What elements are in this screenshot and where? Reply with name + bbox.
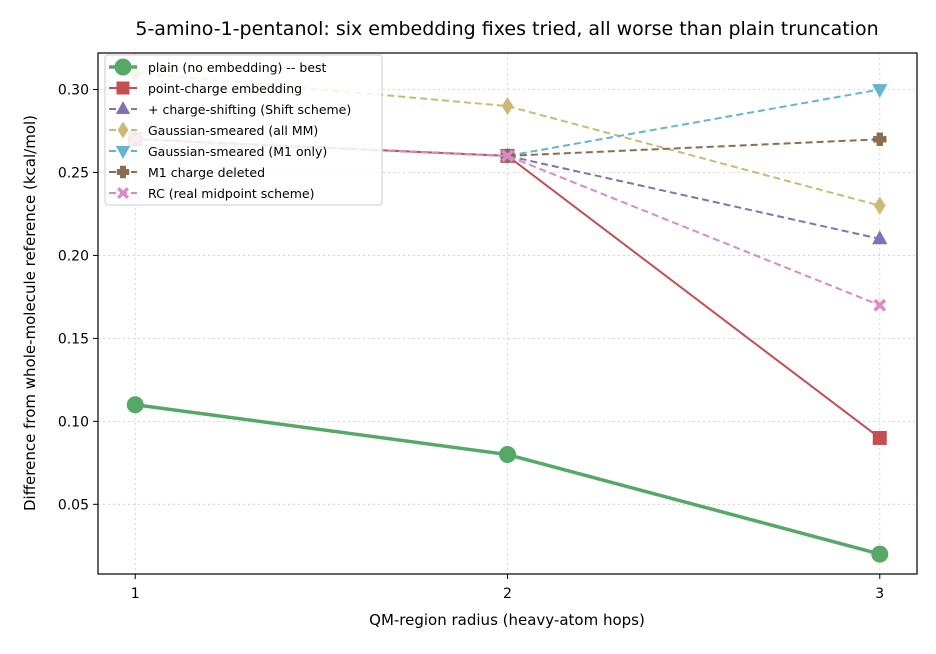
- legend-marker: [116, 81, 130, 95]
- y-axis-label: Difference from whole-molecule reference…: [21, 115, 39, 511]
- x-axis-label: QM-region radius (heavy-atom hops): [369, 611, 645, 629]
- legend-entry: point-charge embedding: [109, 81, 302, 96]
- y-tick-label: 0.20: [58, 248, 89, 264]
- legend-entry: RC (real midpoint scheme): [109, 186, 314, 201]
- x-tick-label: 2: [503, 586, 512, 602]
- x-tick-label: 3: [875, 586, 884, 602]
- data-point: [871, 545, 889, 563]
- data-point: [872, 84, 888, 99]
- series-1: [126, 396, 889, 563]
- y-tick-label: 0.10: [58, 414, 89, 430]
- data-point: [500, 149, 515, 163]
- y-tick-label: 0.30: [58, 83, 89, 99]
- legend-label: plain (no embedding) -- best: [148, 60, 327, 75]
- legend-entry: Gaussian-smeared (all MM): [109, 121, 318, 139]
- x-tick-label: 1: [131, 586, 140, 602]
- data-point: [873, 132, 887, 147]
- legend-label: Gaussian-smeared (M1 only): [148, 144, 327, 159]
- legend-entry: M1 charge deleted: [109, 165, 265, 180]
- y-tick-label: 0.15: [58, 331, 89, 347]
- legend: plain (no embedding) -- best point-charge…: [104, 54, 383, 206]
- legend-marker: [116, 165, 130, 179]
- legend-label: point-charge embedding: [148, 81, 302, 96]
- legend-marker: [115, 101, 131, 114]
- legend-marker: [114, 58, 132, 76]
- legend-label: RC (real midpoint scheme): [148, 186, 314, 201]
- legend-marker: [116, 186, 130, 200]
- legend-label: + charge-shifting (Shift scheme): [148, 102, 351, 117]
- legend-label: M1 charge deleted: [148, 165, 265, 180]
- legend-entry: plain (no embedding) -- best: [109, 58, 327, 76]
- chart-title: 5-amino-1-pentanol: six embedding fixes …: [135, 18, 878, 40]
- data-point: [873, 196, 886, 215]
- tick-layer: 0.05 0.10 0.15 0.20 0.25 0.30 1 2 3: [58, 83, 884, 602]
- legend-marker: [115, 146, 131, 159]
- data-point: [501, 97, 514, 116]
- legend-entry: + charge-shifting (Shift scheme): [109, 101, 351, 117]
- y-tick-label: 0.25: [58, 165, 89, 181]
- legend-entry: Gaussian-smeared (M1 only): [109, 144, 327, 159]
- data-point: [499, 446, 516, 464]
- legend-marker: [117, 121, 129, 139]
- legend-box: [104, 54, 383, 206]
- data-point: [126, 396, 144, 414]
- data-point: [872, 230, 888, 245]
- data-point: [872, 430, 887, 445]
- data-point: [873, 298, 887, 312]
- legend-label: Gaussian-smeared (all MM): [148, 123, 318, 138]
- y-tick-label: 0.05: [58, 497, 89, 513]
